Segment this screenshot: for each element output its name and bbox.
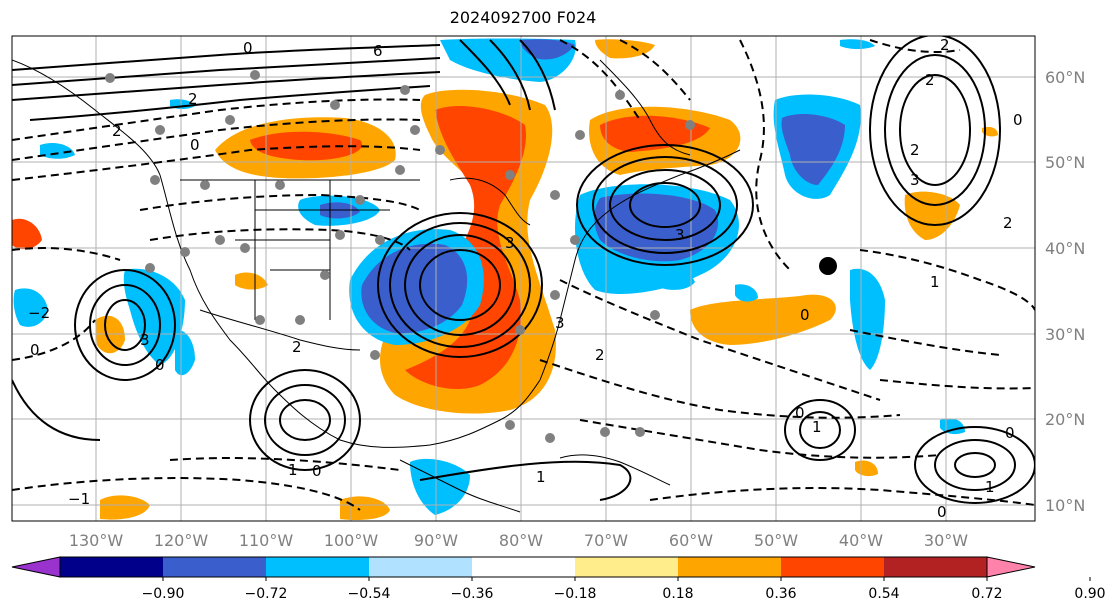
- svg-text:0: 0: [312, 462, 322, 480]
- colorbar-tick-label: −0.36: [451, 586, 494, 602]
- colorbar-box: [472, 557, 576, 577]
- colorbar-tick-label: 0.90: [1074, 586, 1105, 602]
- colorbar-box: [575, 557, 679, 577]
- colorbar-tick-label: 0.54: [868, 586, 899, 602]
- plot-frame: [11, 35, 1036, 522]
- svg-text:3: 3: [555, 314, 565, 332]
- svg-text:3: 3: [140, 331, 150, 349]
- lon-label: 60°W: [669, 531, 713, 550]
- svg-text:−2: −2: [28, 304, 50, 322]
- svg-text:2: 2: [1003, 214, 1013, 232]
- svg-text:3: 3: [675, 226, 685, 244]
- svg-text:0: 0: [800, 306, 810, 324]
- colorbar-extend-low: [11, 556, 61, 578]
- svg-text:1: 1: [930, 273, 940, 291]
- lat-label: 60°N: [1045, 68, 1085, 87]
- svg-text:2: 2: [188, 90, 198, 108]
- coastlines: [12, 59, 741, 513]
- svg-text:0: 0: [1005, 424, 1015, 442]
- lon-label: 100°W: [324, 531, 379, 550]
- svg-text:0: 0: [190, 136, 200, 154]
- colorbar-tick-label: −0.18: [554, 586, 597, 602]
- colorbar-box: [884, 557, 988, 577]
- colorbar-tick-label: 0.72: [971, 586, 1002, 602]
- colorbar-ticks: −0.90 −0.72 −0.54 −0.36 −0.18 0.18 0.36 0.54 0.7…: [142, 577, 1105, 602]
- lon-label: 40°W: [839, 531, 883, 550]
- svg-text:3: 3: [505, 234, 515, 252]
- map-title: 2024092700 F024: [449, 8, 597, 27]
- svg-text:1: 1: [288, 461, 298, 479]
- colorbar-tick-label: −0.90: [142, 586, 185, 602]
- svg-text:2: 2: [940, 36, 950, 54]
- contour-labels: 0 6 2 2 0 2 0 2 2 3 3 2 3 1 0 −2 0 3 2 1…: [28, 36, 1023, 521]
- latitude-labels: 60°N 50°N 40°N 30°N 20°N 10°N: [1045, 68, 1085, 515]
- lon-label: 30°W: [924, 531, 968, 550]
- colorbar-box: [266, 557, 370, 577]
- svg-text:2: 2: [925, 71, 935, 89]
- lon-label: 130°W: [69, 531, 124, 550]
- svg-text:6: 6: [373, 42, 383, 60]
- lat-lon-grid: [12, 36, 1035, 521]
- svg-text:2: 2: [910, 141, 920, 159]
- lat-label: 10°N: [1045, 496, 1085, 515]
- lat-label: 30°N: [1045, 325, 1085, 344]
- colorbar-box: [678, 557, 782, 577]
- observation-marker: [819, 257, 837, 275]
- svg-text:−1: −1: [68, 490, 90, 508]
- lon-label: 70°W: [584, 531, 628, 550]
- svg-text:0: 0: [30, 341, 40, 359]
- colorbar-tick-label: 0.18: [662, 586, 693, 602]
- colorbar-tick-label: 0.36: [765, 586, 796, 602]
- svg-text:0: 0: [795, 404, 805, 422]
- colorbar-box: [163, 557, 267, 577]
- svg-text:3: 3: [910, 171, 920, 189]
- svg-text:0: 0: [937, 503, 947, 521]
- svg-text:0: 0: [1013, 111, 1023, 129]
- colorbar-box: [60, 557, 164, 577]
- colorbar-extend-high: [986, 556, 1036, 578]
- lon-label: 90°W: [414, 531, 458, 550]
- svg-text:2: 2: [595, 346, 605, 364]
- lon-label: 110°W: [239, 531, 294, 550]
- svg-text:1: 1: [812, 418, 822, 436]
- colorbar-boxes: [60, 557, 988, 577]
- lon-label: 50°W: [754, 531, 798, 550]
- colorbar: −0.90 −0.72 −0.54 −0.36 −0.18 0.18 0.36 0.54 0.7…: [11, 556, 1105, 602]
- svg-text:1: 1: [985, 478, 995, 496]
- svg-text:2: 2: [292, 338, 302, 356]
- solid-contours: [12, 36, 1035, 504]
- svg-text:2: 2: [112, 122, 122, 140]
- lon-label: 120°W: [154, 531, 209, 550]
- svg-text:1: 1: [536, 468, 546, 486]
- colorbar-box: [369, 557, 473, 577]
- colorbar-tick-label: −0.72: [245, 586, 288, 602]
- dashed-contours: [12, 39, 1035, 511]
- lat-label: 50°N: [1045, 153, 1085, 172]
- colorbar-box: [781, 557, 885, 577]
- colorbar-frame: [59, 556, 988, 578]
- lat-label: 20°N: [1045, 410, 1085, 429]
- svg-text:0: 0: [243, 39, 253, 57]
- longitude-labels: 130°W 120°W 110°W 100°W 90°W 80°W 70°W 6…: [69, 531, 968, 550]
- colorbar-tick-label: −0.54: [348, 586, 391, 602]
- svg-text:0: 0: [155, 356, 165, 374]
- station-dots: [105, 70, 695, 443]
- lon-label: 80°W: [499, 531, 543, 550]
- lat-label: 40°N: [1045, 239, 1085, 258]
